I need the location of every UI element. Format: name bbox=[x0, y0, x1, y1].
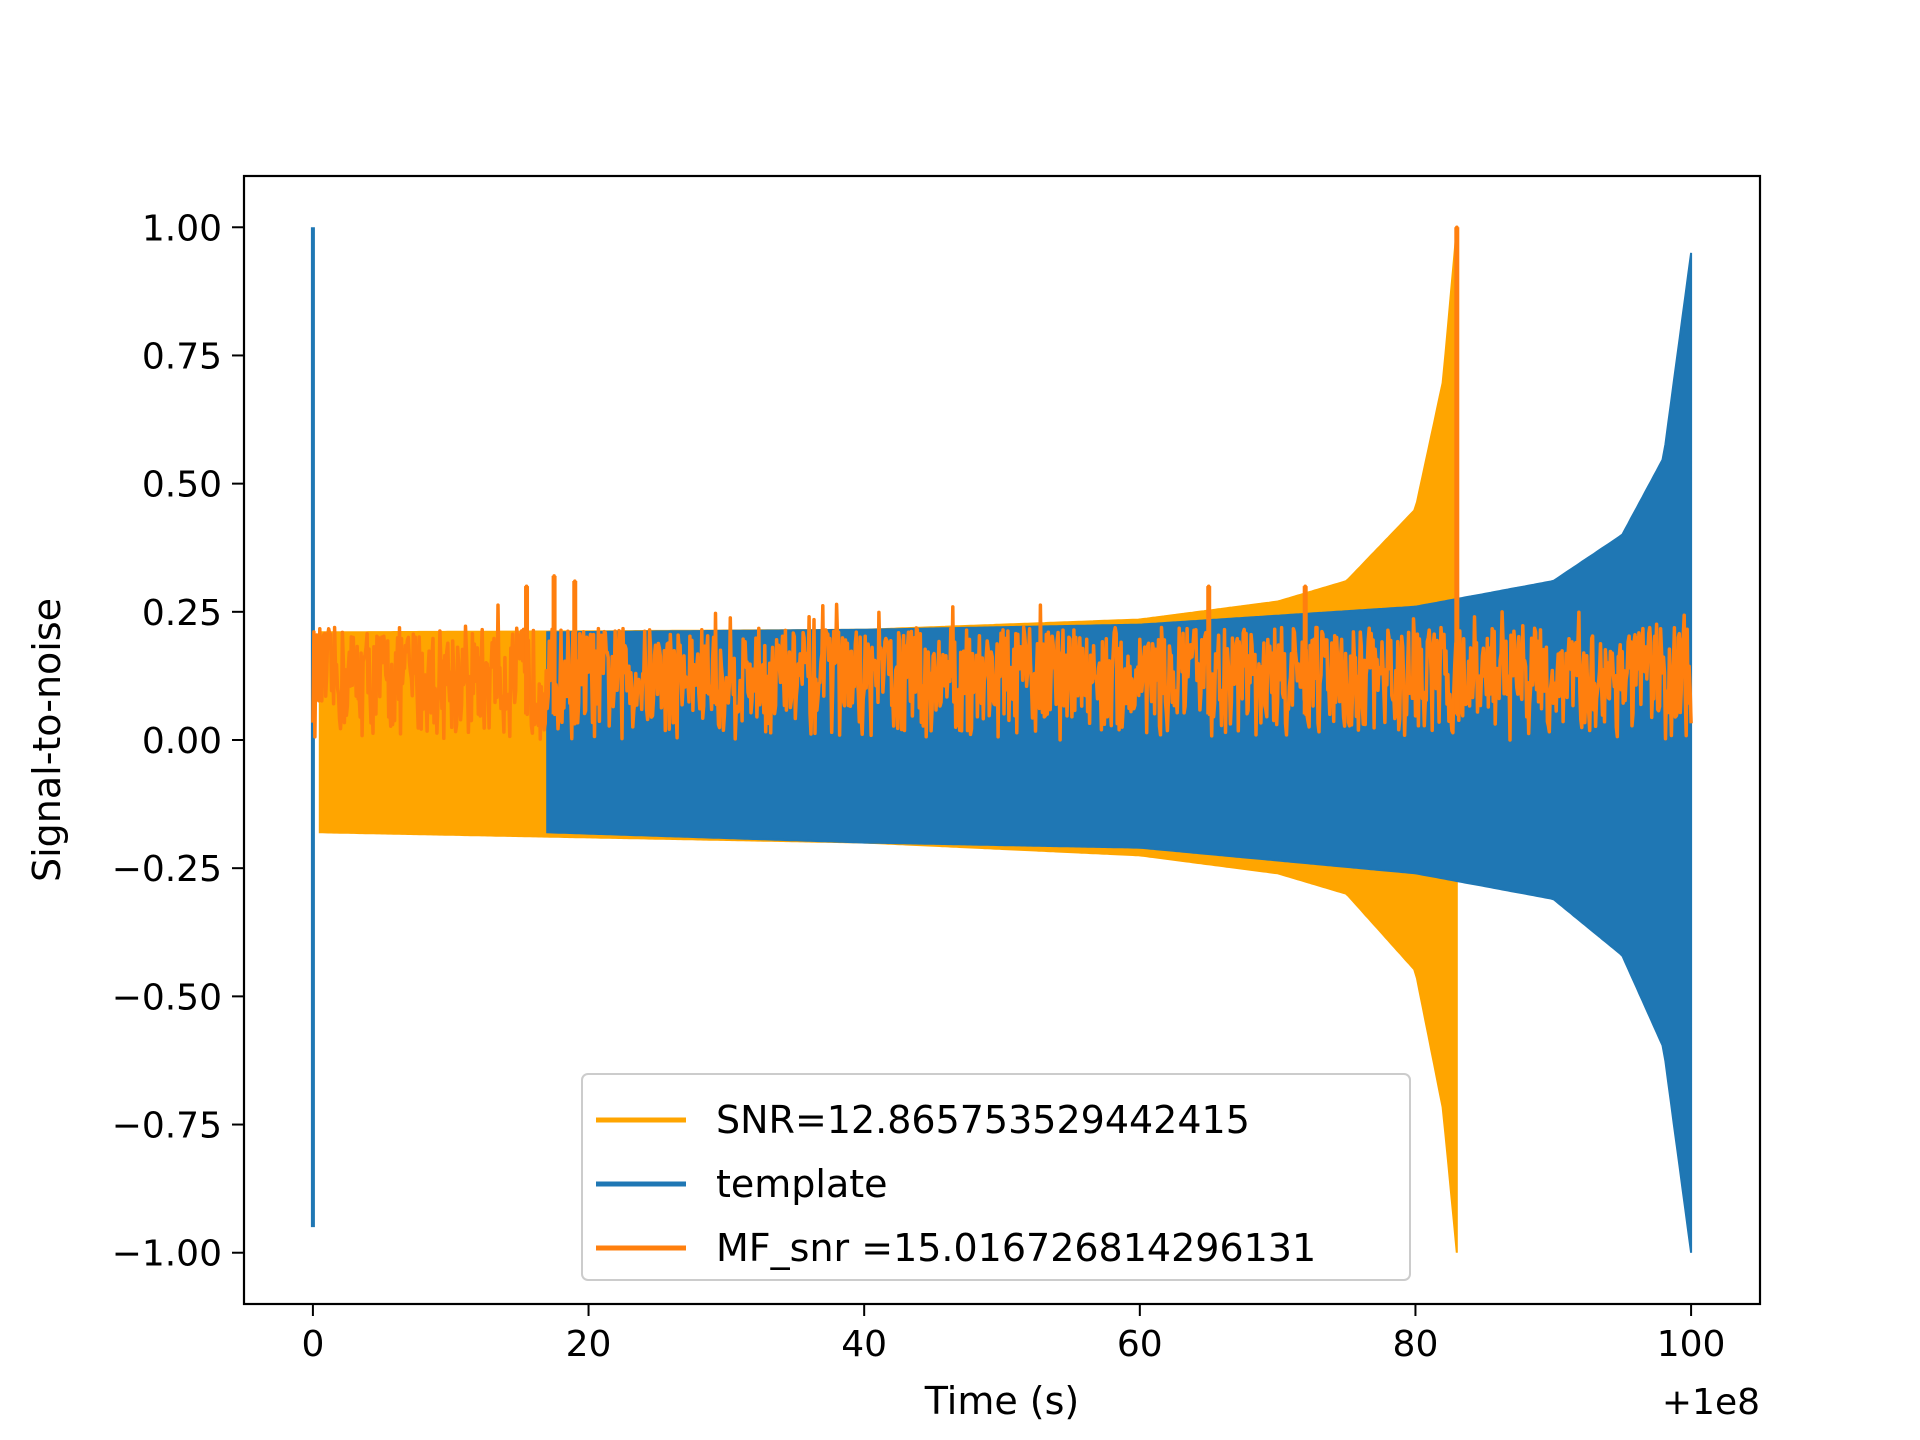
y-tick-label-2: 0.50 bbox=[142, 465, 222, 506]
legend: SNR=12.865753529442415 template MF_snr =1… bbox=[581, 1073, 1411, 1281]
x-tick-label-3: 60 bbox=[1117, 1324, 1163, 1365]
series-1-envelope bbox=[546, 252, 1693, 1253]
x-tick-label-0: 0 bbox=[301, 1324, 324, 1365]
y-tick-label-5: −0.25 bbox=[112, 849, 222, 890]
x-tick-label-2: 40 bbox=[841, 1324, 887, 1365]
y-tick-label-7: −0.75 bbox=[112, 1106, 222, 1147]
y-tick-label-1: 0.75 bbox=[142, 336, 222, 377]
y-tick-label-4: 0.00 bbox=[142, 721, 222, 762]
x-tick-label-4: 80 bbox=[1393, 1324, 1439, 1365]
x-tick-label-1: 20 bbox=[566, 1324, 612, 1365]
x-axis-label: Time (s) bbox=[924, 1379, 1080, 1423]
legend-label-0: SNR=12.865753529442415 bbox=[716, 1098, 1250, 1142]
y-axis-label: Signal-to-noise bbox=[25, 598, 69, 882]
legend-label-1: template bbox=[716, 1162, 888, 1206]
series-2-trace bbox=[311, 225, 1693, 742]
x-tick-label-5: 100 bbox=[1657, 1324, 1726, 1365]
y-tick-label-8: −1.00 bbox=[112, 1234, 222, 1275]
plot-area bbox=[310, 225, 1693, 1253]
legend-label-2: MF_snr =15.016726814296131 bbox=[716, 1226, 1316, 1270]
series-1-band bbox=[310, 227, 1693, 1253]
y-axis: 1.00 0.75 0.50 0.25 0.00 −0.25 −0.50 −0.75 −1.00 bbox=[112, 208, 244, 1275]
x-axis-offset-label: +1e8 bbox=[1662, 1382, 1760, 1423]
y-tick-label-0: 1.00 bbox=[142, 208, 222, 249]
legend-box bbox=[581, 1073, 1411, 1281]
x-axis: 0 20 40 60 80 100 bbox=[301, 1304, 1725, 1365]
y-tick-label-3: 0.25 bbox=[142, 593, 222, 634]
y-tick-label-6: −0.50 bbox=[112, 977, 222, 1018]
series-2-line bbox=[311, 225, 1693, 742]
